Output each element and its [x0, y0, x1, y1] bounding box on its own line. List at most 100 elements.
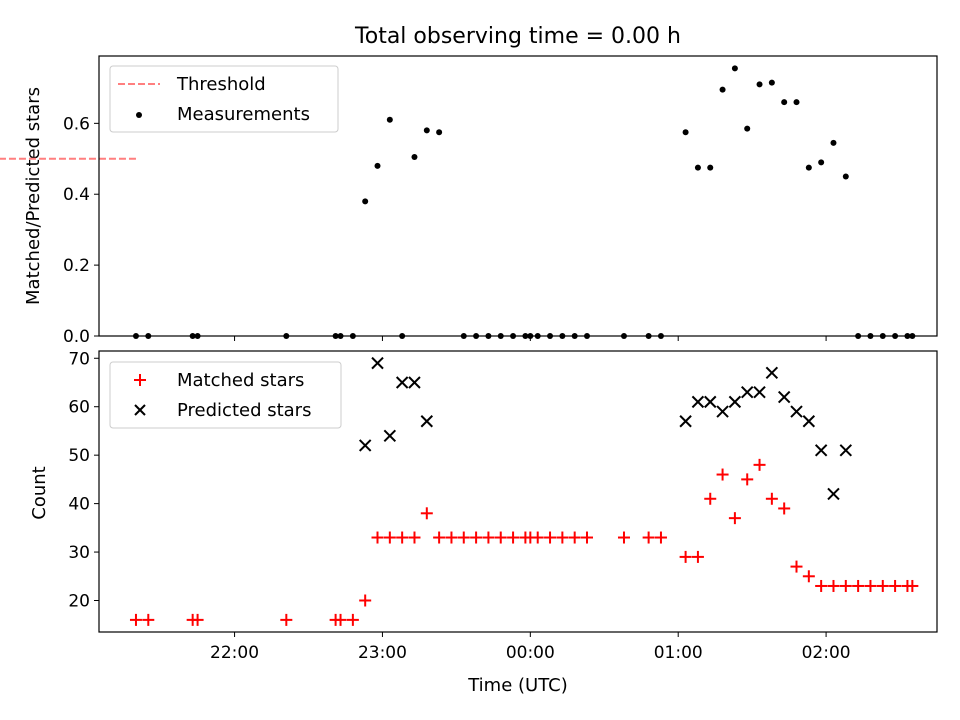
matched-star-point [704, 492, 717, 505]
count-axes-frame [98, 350, 938, 633]
predicted-star-point [777, 390, 791, 404]
y-tick-label: 0.4 [63, 185, 90, 205]
measurement-point [768, 79, 775, 86]
x-tick-label: 02:00 [802, 643, 851, 663]
predicted-star-point [802, 415, 816, 428]
predicted-star-point [741, 385, 754, 399]
y-tick-label: 0.6 [63, 114, 90, 134]
measurement-point [818, 159, 825, 166]
measurement-point [707, 164, 714, 171]
matched-star-point [445, 531, 458, 544]
chart-title: Total observing time = 0.00 h [354, 24, 681, 49]
predicted-star-point [691, 395, 705, 409]
matched-star-point [433, 531, 446, 544]
x-tick-label: 01:00 [654, 643, 703, 663]
matched-star-point [420, 507, 433, 520]
count-y-axis: 20 30 40 50 60 70 [68, 349, 99, 612]
measurements-legend-swatch [136, 112, 142, 118]
matched-star-point [728, 512, 741, 525]
y-tick-label: 20 [68, 592, 90, 612]
matched-star-point [852, 579, 865, 592]
x-stroke [691, 395, 705, 409]
predicted-legend-swatch [134, 404, 146, 416]
matched-star-point [654, 531, 667, 544]
predicted-star-point [814, 444, 828, 457]
measurement-point [374, 162, 381, 169]
matched-star-point [346, 613, 359, 626]
x-stroke [777, 390, 791, 404]
measurement-point [793, 99, 800, 106]
x-stroke [765, 366, 779, 380]
x-stroke [728, 395, 742, 409]
matched-star-point [556, 531, 569, 544]
predicted-star-point [827, 487, 840, 501]
predicted-star-point [383, 429, 397, 442]
legend-label-predicted: Predicted stars [177, 400, 311, 421]
x-stroke [408, 376, 421, 389]
measurement-point [682, 129, 689, 136]
x-stroke [395, 376, 409, 389]
x-tick-label: 22:00 [210, 643, 259, 663]
matched-star-point [906, 579, 919, 592]
matched-star-point [383, 531, 396, 544]
matched-star-point [129, 613, 142, 626]
legend-box [109, 65, 339, 133]
x-stroke [790, 405, 803, 418]
measurement-point [411, 154, 418, 161]
x-stroke [704, 395, 717, 409]
matched-star-point [691, 550, 704, 563]
matched-star-point [280, 613, 293, 626]
y-tick-label: 30 [68, 543, 90, 563]
matched-star-point [815, 579, 828, 592]
ratio-axes-frame [98, 55, 938, 337]
y-axis-label-ratio: Matched/Predicted stars [23, 87, 44, 305]
measurement-point [362, 198, 369, 205]
y-tick-label: 40 [68, 495, 90, 515]
predicted-star-point [371, 356, 384, 370]
x-stroke [371, 356, 384, 370]
matched-star-point [765, 492, 778, 505]
predicted-star-point [704, 395, 717, 409]
matched-star-point [359, 594, 372, 607]
measurement-point [423, 127, 430, 134]
y-tick-label: 60 [68, 398, 90, 418]
matched-star-point [531, 531, 544, 544]
count-plot-area [129, 356, 919, 626]
matched-star-point [507, 531, 520, 544]
measurement-point [756, 81, 763, 88]
matched-star-point [568, 531, 581, 544]
predicted-star-point [716, 405, 729, 418]
matched-star-point [191, 613, 204, 626]
predicted-star-point [728, 395, 742, 409]
legend-label-threshold: Threshold [176, 74, 266, 95]
matched-star-point [889, 579, 902, 592]
measurement-point [719, 86, 726, 93]
matched-star-point [371, 531, 384, 544]
legend-box [109, 361, 342, 429]
ratio-panel: Total observing time = 0.00 h Matched/Pr… [0, 24, 938, 347]
matched-star-point [334, 613, 347, 626]
matched-star-point [457, 531, 470, 544]
predicted-star-point [358, 439, 372, 452]
predicted-star-point [679, 415, 692, 428]
count-x-axis: 22:00 23:00 00:00 01:00 02:00 [210, 632, 851, 663]
x-tick-label: 23:00 [358, 643, 407, 663]
count-legend: Matched stars Predicted stars [109, 361, 342, 429]
matched-star-point [802, 570, 815, 583]
matched-star-point [790, 560, 803, 573]
matched-star-point [679, 550, 692, 563]
y-tick-label: 0.2 [63, 256, 90, 276]
matched-star-point [778, 502, 791, 515]
matched-star-point [839, 579, 852, 592]
x-stroke [814, 444, 828, 457]
predicted-star-point [395, 376, 409, 389]
measurement-point [731, 65, 738, 72]
x-stroke [802, 415, 816, 428]
matched-star-point [864, 579, 877, 592]
x-tick-label: 00:00 [506, 643, 555, 663]
matched-star-point [494, 531, 507, 544]
ratio-y-axis: 0.0 0.2 0.4 0.6 [63, 114, 99, 347]
matched-star-point [617, 531, 630, 544]
x-stroke [358, 439, 372, 452]
x-stroke [716, 405, 729, 418]
